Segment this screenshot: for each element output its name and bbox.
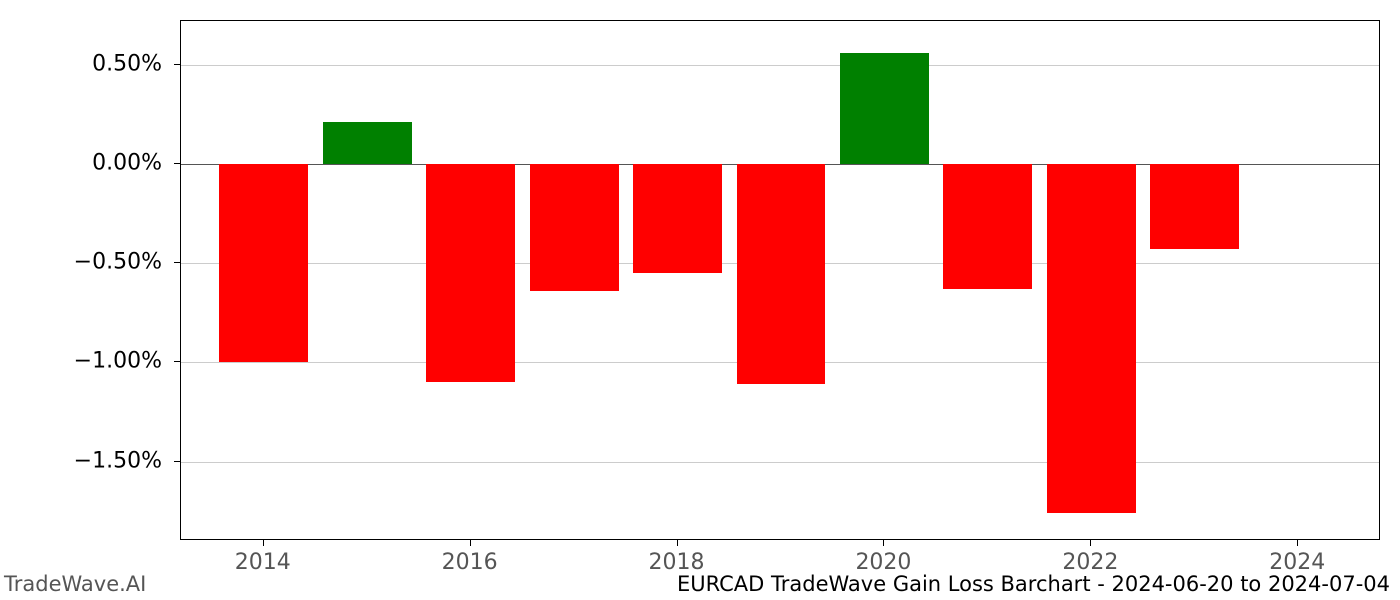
x-axis-tick-mark bbox=[1090, 540, 1091, 546]
gridline bbox=[181, 462, 1379, 463]
y-axis-tick-label: −1.00% bbox=[0, 349, 162, 374]
chart-plot-area bbox=[180, 20, 1380, 540]
x-axis-tick-mark bbox=[883, 540, 884, 546]
bar bbox=[530, 164, 619, 291]
y-axis-tick-label: 0.50% bbox=[0, 51, 162, 76]
x-axis-tick-label: 2024 bbox=[1269, 550, 1325, 575]
bar bbox=[633, 164, 722, 273]
gridline bbox=[181, 65, 1379, 66]
x-axis-tick-label: 2016 bbox=[442, 550, 498, 575]
x-axis-tick-mark bbox=[263, 540, 264, 546]
y-axis-tick-mark bbox=[174, 64, 180, 65]
chart-title-caption: EURCAD TradeWave Gain Loss Barchart - 20… bbox=[677, 572, 1390, 596]
bar bbox=[943, 164, 1032, 289]
y-axis-tick-label: 0.00% bbox=[0, 150, 162, 175]
footer-brand: TradeWave.AI bbox=[4, 572, 146, 596]
x-axis-tick-mark bbox=[470, 540, 471, 546]
y-axis-tick-label: −0.50% bbox=[0, 250, 162, 275]
bar bbox=[840, 53, 929, 164]
y-axis-tick-mark bbox=[174, 163, 180, 164]
y-axis-tick-label: −1.50% bbox=[0, 448, 162, 473]
bar bbox=[1047, 164, 1136, 513]
y-axis-tick-mark bbox=[174, 262, 180, 263]
bar bbox=[737, 164, 826, 384]
x-axis-tick-label: 2020 bbox=[855, 550, 911, 575]
x-axis-tick-label: 2022 bbox=[1062, 550, 1118, 575]
bar bbox=[219, 164, 308, 362]
bar bbox=[1150, 164, 1239, 249]
x-axis-tick-mark bbox=[677, 540, 678, 546]
bar bbox=[426, 164, 515, 382]
x-axis-tick-label: 2018 bbox=[649, 550, 705, 575]
x-axis-tick-mark bbox=[1297, 540, 1298, 546]
x-axis-tick-label: 2014 bbox=[235, 550, 291, 575]
bar bbox=[323, 122, 412, 164]
y-axis-tick-mark bbox=[174, 361, 180, 362]
y-axis-tick-mark bbox=[174, 461, 180, 462]
